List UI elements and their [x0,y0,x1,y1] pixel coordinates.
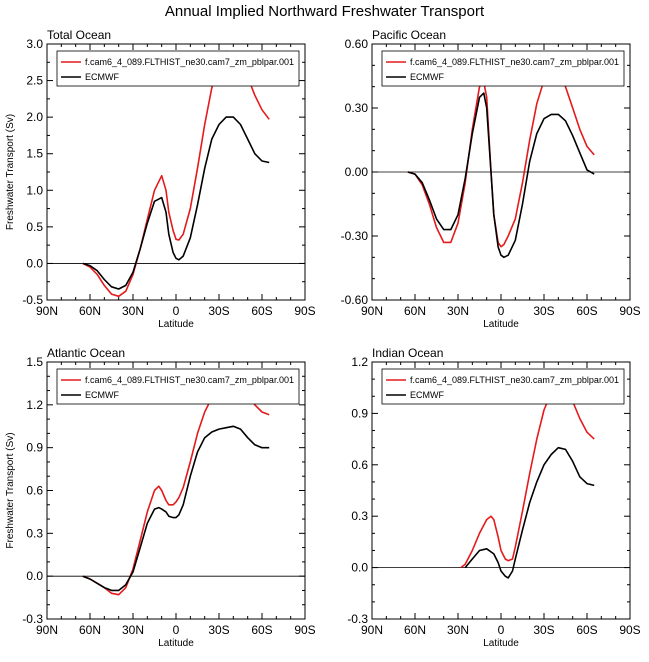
legend-label-model: f.cam6_4_089.FLTHIST_ne30.cam7_zm_pblpar… [85,57,294,67]
y-tick-label: 0.3 [26,526,43,540]
legend-box [56,50,300,87]
y-tick-label: 0.6 [26,484,43,498]
y-tick-label: 1.5 [26,355,43,369]
x-tick-label: 90N [361,623,383,637]
y-tick-label: 0.00 [345,165,369,179]
y-tick-label: 2.0 [26,110,43,124]
panel-atlantic: Atlantic Ocean 90N 60N 30N 0 30S 60S 90S -0.3 0.0… [5,346,316,649]
panel-title: Indian Ocean [372,346,443,360]
x-tick-label: 0 [173,304,180,318]
x-tick-label: 30N [447,623,469,637]
series-line-ecmwf [82,425,270,592]
figure-title: Annual Implied Northward Freshwater Tran… [165,3,485,20]
y-tick-label: 3.0 [26,37,43,51]
legend-label-ecmwf: ECMWF [410,390,444,400]
y-tick-label: 0.60 [345,37,369,51]
y-tick-label: -0.30 [341,229,369,243]
panel-title: Atlantic Ocean [47,346,125,360]
x-tick-label: 60S [576,623,597,637]
y-axis-label: Freshwater Transport (Sv) [5,114,16,230]
y-tick-label: 0.5 [26,220,43,234]
series-line-model [407,73,595,248]
x-axis-label: Latitude [483,319,519,330]
legend: f.cam6_4_089.FLTHIST_ne30.cam7_zm_pblpar… [381,50,625,87]
panel-title: Total Ocean [47,28,111,42]
x-tick-label: 30S [208,623,229,637]
x-tick-label: 60S [251,623,272,637]
y-tick-label: -0.60 [341,293,369,307]
x-tick-label: 30N [447,304,469,318]
y-tick-label: 0.9 [26,441,43,455]
x-tick-label: 0 [173,623,180,637]
x-tick-label: 30N [122,304,144,318]
y-tick-label: 0.9 [351,406,368,420]
panel-title: Pacific Ocean [372,28,446,42]
x-tick-label: 60N [404,623,426,637]
x-tick-label: 60N [79,304,101,318]
legend-label-ecmwf: ECMWF [85,390,119,400]
y-tick-label: 0.3 [351,509,368,523]
x-tick-label: 90S [619,304,640,318]
x-tick-label: 90N [36,304,58,318]
legend-label-model: f.cam6_4_089.FLTHIST_ne30.cam7_zm_pblpar… [410,375,619,385]
x-tick-label: 90N [36,623,58,637]
legend-box [381,50,625,87]
series-line-model [82,50,270,298]
legend-label-ecmwf: ECMWF [85,72,119,82]
series-line-ecmwf [464,446,595,579]
x-axis-label: Latitude [483,638,519,649]
x-tick-label: 0 [498,623,505,637]
panel-indian: Indian Ocean 90N 60N 30N 0 30S 60S 90S -0.3 0.0 0.… [347,346,640,649]
legend-box [56,368,300,405]
legend: f.cam6_4_089.FLTHIST_ne30.cam7_zm_pblpar… [381,368,625,405]
legend-box [381,368,625,405]
y-tick-label: 1.2 [351,355,368,369]
y-tick-label: -0.3 [22,612,43,626]
x-tick-label: 0 [498,304,505,318]
y-tick-label: -0.3 [347,612,368,626]
x-tick-label: 90S [619,623,640,637]
y-tick-label: 0.6 [351,458,368,472]
series-line-model [460,385,595,569]
y-axis-label: Freshwater Transport (Sv) [5,432,16,548]
legend: f.cam6_4_089.FLTHIST_ne30.cam7_zm_pblpar… [56,50,300,87]
panel-pacific: Pacific Ocean 90N 60N 30N 0 30S 60S 90S -0.60 -0.… [341,28,641,330]
panel-total: Total Ocean 90N 60N 30N 0 30S 60S 90S -0.5 0.0 0.5… [5,28,316,330]
x-tick-label: 90S [294,304,315,318]
legend-label-model: f.cam6_4_089.FLTHIST_ne30.cam7_zm_pblpar… [410,57,619,67]
y-tick-label: 0.0 [351,561,368,575]
x-tick-label: 30S [533,304,554,318]
y-tick-label: 1.2 [26,398,43,412]
x-tick-label: 60S [576,304,597,318]
x-tick-label: 90N [361,304,383,318]
legend-label-model: f.cam6_4_089.FLTHIST_ne30.cam7_zm_pblpar… [85,375,294,385]
y-tick-label: -0.5 [22,293,43,307]
series-line-ecmwf [82,116,270,290]
x-axis-label: Latitude [158,638,194,649]
x-tick-label: 30N [122,623,144,637]
y-tick-label: 1.0 [26,183,43,197]
legend: f.cam6_4_089.FLTHIST_ne30.cam7_zm_pblpar… [56,368,300,405]
x-tick-label: 30S [208,304,229,318]
x-axis-label: Latitude [158,319,194,330]
y-tick-label: 1.5 [26,147,43,161]
x-tick-label: 90S [294,623,315,637]
y-tick-label: 0.30 [345,101,369,115]
x-tick-label: 30S [533,623,554,637]
legend-label-ecmwf: ECMWF [410,72,444,82]
x-tick-label: 60S [251,304,272,318]
series-line-ecmwf [407,92,595,259]
x-tick-label: 60N [404,304,426,318]
x-tick-label: 60N [79,623,101,637]
y-tick-label: 0.0 [26,569,43,583]
series-line-model [82,378,270,596]
y-tick-label: 0.0 [26,256,43,270]
y-tick-label: 2.5 [26,74,43,88]
